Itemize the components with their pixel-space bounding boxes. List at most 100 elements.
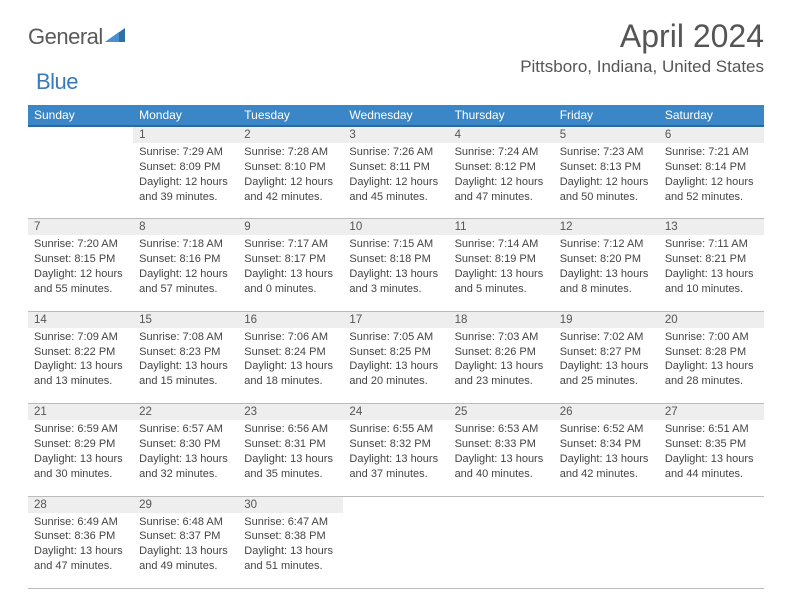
day-body-cell: Sunrise: 7:15 AMSunset: 8:18 PMDaylight:…	[343, 235, 448, 311]
day-number-cell: 21	[28, 404, 133, 421]
logo-arrow-icon	[105, 26, 127, 49]
day-body-cell: Sunrise: 7:02 AMSunset: 8:27 PMDaylight:…	[554, 328, 659, 404]
day-details: Sunrise: 7:26 AMSunset: 8:11 PMDaylight:…	[343, 143, 448, 210]
day-details: Sunrise: 7:29 AMSunset: 8:09 PMDaylight:…	[133, 143, 238, 210]
weekday-header: Wednesday	[343, 105, 448, 126]
month-title: April 2024	[520, 18, 764, 55]
day-details: Sunrise: 7:08 AMSunset: 8:23 PMDaylight:…	[133, 328, 238, 395]
day-number-cell: 24	[343, 404, 448, 421]
day-details: Sunrise: 6:47 AMSunset: 8:38 PMDaylight:…	[238, 513, 343, 580]
day-body-cell: Sunrise: 7:14 AMSunset: 8:19 PMDaylight:…	[449, 235, 554, 311]
day-number-cell: 10	[343, 219, 448, 236]
day-details: Sunrise: 7:05 AMSunset: 8:25 PMDaylight:…	[343, 328, 448, 395]
day-number-cell	[449, 496, 554, 513]
day-number-row: 123456	[28, 126, 764, 143]
day-body-cell: Sunrise: 7:18 AMSunset: 8:16 PMDaylight:…	[133, 235, 238, 311]
day-body-cell: Sunrise: 7:12 AMSunset: 8:20 PMDaylight:…	[554, 235, 659, 311]
logo-text-blue: Blue	[36, 69, 78, 95]
day-details: Sunrise: 6:53 AMSunset: 8:33 PMDaylight:…	[449, 420, 554, 487]
day-number-cell	[28, 126, 133, 143]
weekday-header: Sunday	[28, 105, 133, 126]
day-number-cell: 29	[133, 496, 238, 513]
day-number-cell: 15	[133, 311, 238, 328]
day-details: Sunrise: 6:52 AMSunset: 8:34 PMDaylight:…	[554, 420, 659, 487]
day-body-cell: Sunrise: 6:52 AMSunset: 8:34 PMDaylight:…	[554, 420, 659, 496]
day-number-cell: 19	[554, 311, 659, 328]
day-details: Sunrise: 6:56 AMSunset: 8:31 PMDaylight:…	[238, 420, 343, 487]
day-body-cell: Sunrise: 6:51 AMSunset: 8:35 PMDaylight:…	[659, 420, 764, 496]
weekday-header-row: Sunday Monday Tuesday Wednesday Thursday…	[28, 105, 764, 126]
day-number-cell: 7	[28, 219, 133, 236]
day-body-cell: Sunrise: 7:26 AMSunset: 8:11 PMDaylight:…	[343, 143, 448, 219]
day-body-cell: Sunrise: 7:24 AMSunset: 8:12 PMDaylight:…	[449, 143, 554, 219]
day-number-cell: 22	[133, 404, 238, 421]
day-body-cell: Sunrise: 6:59 AMSunset: 8:29 PMDaylight:…	[28, 420, 133, 496]
day-details: Sunrise: 6:55 AMSunset: 8:32 PMDaylight:…	[343, 420, 448, 487]
day-body-cell: Sunrise: 6:53 AMSunset: 8:33 PMDaylight:…	[449, 420, 554, 496]
day-number-cell: 30	[238, 496, 343, 513]
day-number-cell: 18	[449, 311, 554, 328]
day-number-row: 282930	[28, 496, 764, 513]
day-body-cell: Sunrise: 7:29 AMSunset: 8:09 PMDaylight:…	[133, 143, 238, 219]
day-details: Sunrise: 7:21 AMSunset: 8:14 PMDaylight:…	[659, 143, 764, 210]
title-block: April 2024 Pittsboro, Indiana, United St…	[520, 18, 764, 77]
day-number-row: 21222324252627	[28, 404, 764, 421]
day-body-cell: Sunrise: 7:05 AMSunset: 8:25 PMDaylight:…	[343, 328, 448, 404]
day-details: Sunrise: 7:00 AMSunset: 8:28 PMDaylight:…	[659, 328, 764, 395]
day-number-cell: 6	[659, 126, 764, 143]
day-body-cell	[554, 513, 659, 589]
day-number-cell	[554, 496, 659, 513]
day-number-row: 14151617181920	[28, 311, 764, 328]
day-number-cell: 20	[659, 311, 764, 328]
day-body-row: Sunrise: 7:09 AMSunset: 8:22 PMDaylight:…	[28, 328, 764, 404]
day-number-cell: 16	[238, 311, 343, 328]
day-body-cell: Sunrise: 7:21 AMSunset: 8:14 PMDaylight:…	[659, 143, 764, 219]
day-body-cell: Sunrise: 7:23 AMSunset: 8:13 PMDaylight:…	[554, 143, 659, 219]
day-number-cell: 25	[449, 404, 554, 421]
day-number-cell: 4	[449, 126, 554, 143]
weekday-header: Tuesday	[238, 105, 343, 126]
day-number-cell: 23	[238, 404, 343, 421]
calendar-table: Sunday Monday Tuesday Wednesday Thursday…	[28, 105, 764, 589]
day-details: Sunrise: 7:17 AMSunset: 8:17 PMDaylight:…	[238, 235, 343, 302]
day-number-row: 78910111213	[28, 219, 764, 236]
day-details: Sunrise: 7:20 AMSunset: 8:15 PMDaylight:…	[28, 235, 133, 302]
day-details: Sunrise: 7:06 AMSunset: 8:24 PMDaylight:…	[238, 328, 343, 395]
day-body-cell: Sunrise: 6:49 AMSunset: 8:36 PMDaylight:…	[28, 513, 133, 589]
day-number-cell	[659, 496, 764, 513]
day-details: Sunrise: 7:23 AMSunset: 8:13 PMDaylight:…	[554, 143, 659, 210]
day-number-cell: 12	[554, 219, 659, 236]
day-number-cell: 3	[343, 126, 448, 143]
day-body-cell: Sunrise: 7:00 AMSunset: 8:28 PMDaylight:…	[659, 328, 764, 404]
day-body-cell: Sunrise: 7:28 AMSunset: 8:10 PMDaylight:…	[238, 143, 343, 219]
day-details: Sunrise: 6:51 AMSunset: 8:35 PMDaylight:…	[659, 420, 764, 487]
day-number-cell: 28	[28, 496, 133, 513]
day-details: Sunrise: 7:15 AMSunset: 8:18 PMDaylight:…	[343, 235, 448, 302]
day-details: Sunrise: 6:49 AMSunset: 8:36 PMDaylight:…	[28, 513, 133, 580]
logo: General	[28, 18, 129, 50]
logo-text-general: General	[28, 24, 103, 50]
day-number-cell: 27	[659, 404, 764, 421]
day-number-cell: 8	[133, 219, 238, 236]
day-body-cell	[449, 513, 554, 589]
weekday-header: Thursday	[449, 105, 554, 126]
day-body-row: Sunrise: 6:59 AMSunset: 8:29 PMDaylight:…	[28, 420, 764, 496]
day-number-cell: 2	[238, 126, 343, 143]
day-body-row: Sunrise: 7:20 AMSunset: 8:15 PMDaylight:…	[28, 235, 764, 311]
day-details: Sunrise: 6:48 AMSunset: 8:37 PMDaylight:…	[133, 513, 238, 580]
day-body-cell: Sunrise: 7:20 AMSunset: 8:15 PMDaylight:…	[28, 235, 133, 311]
day-body-cell	[28, 143, 133, 219]
day-body-cell: Sunrise: 7:03 AMSunset: 8:26 PMDaylight:…	[449, 328, 554, 404]
day-body-cell: Sunrise: 6:56 AMSunset: 8:31 PMDaylight:…	[238, 420, 343, 496]
day-body-cell: Sunrise: 7:17 AMSunset: 8:17 PMDaylight:…	[238, 235, 343, 311]
day-details: Sunrise: 7:12 AMSunset: 8:20 PMDaylight:…	[554, 235, 659, 302]
day-body-cell: Sunrise: 7:06 AMSunset: 8:24 PMDaylight:…	[238, 328, 343, 404]
day-body-cell: Sunrise: 7:08 AMSunset: 8:23 PMDaylight:…	[133, 328, 238, 404]
day-details: Sunrise: 7:18 AMSunset: 8:16 PMDaylight:…	[133, 235, 238, 302]
day-number-cell: 1	[133, 126, 238, 143]
day-details: Sunrise: 7:11 AMSunset: 8:21 PMDaylight:…	[659, 235, 764, 302]
day-details: Sunrise: 6:57 AMSunset: 8:30 PMDaylight:…	[133, 420, 238, 487]
day-number-cell: 17	[343, 311, 448, 328]
day-details: Sunrise: 7:09 AMSunset: 8:22 PMDaylight:…	[28, 328, 133, 395]
day-number-cell: 5	[554, 126, 659, 143]
